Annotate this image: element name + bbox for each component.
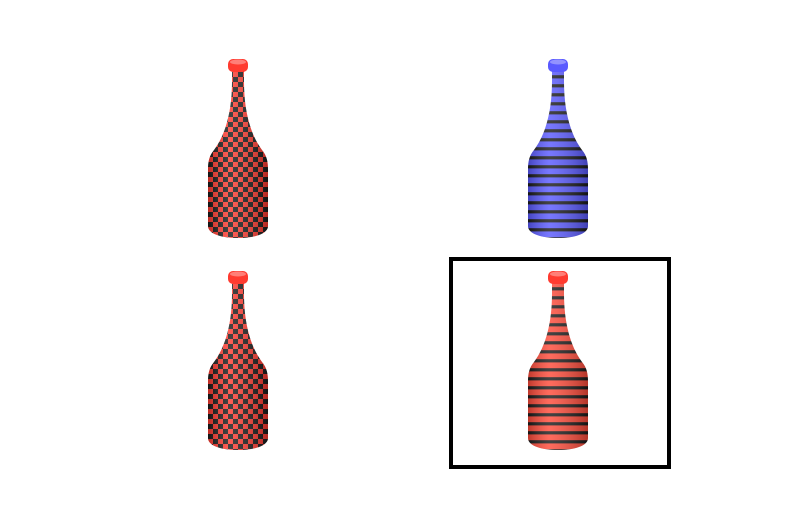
bottle-icon [208,59,268,238]
bottle-cap-highlight [230,271,246,277]
bottle-option-1[interactable] [188,52,288,252]
bottle-icon [208,271,268,450]
bottle-cap [548,59,568,72]
bottle-option-3[interactable] [188,264,288,464]
bottle-shading [528,70,588,238]
bottle-cap [228,271,248,284]
bottle-cap [228,59,248,72]
selection-frame [449,257,671,469]
bottle-option-2[interactable] [508,52,608,252]
bottle-shading [208,282,268,450]
bottle-shading [528,282,588,450]
bottle-icon [528,59,588,238]
bottle-shading [208,70,268,238]
bottle-cap-highlight [550,59,566,65]
bottle-cap [548,271,568,284]
bottle-option-4[interactable] [508,264,608,464]
bottle-cap-highlight [230,59,246,65]
bottle-cap-highlight [550,271,566,277]
bottle-icon [528,271,588,450]
